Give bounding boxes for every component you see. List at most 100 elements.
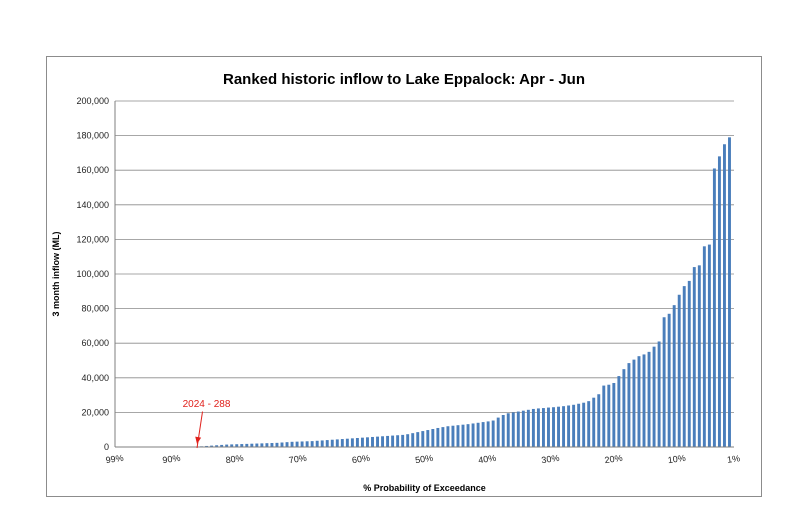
y-tick-label: 80,000 <box>81 304 109 314</box>
bar <box>335 439 339 447</box>
bar <box>702 246 706 447</box>
bar <box>325 440 329 447</box>
bar <box>547 407 550 447</box>
bar <box>461 424 465 447</box>
bar <box>667 313 671 447</box>
bar <box>376 436 379 447</box>
bar <box>592 397 596 447</box>
bar <box>210 445 214 447</box>
bar <box>677 294 681 447</box>
bar <box>481 422 485 447</box>
bar <box>607 384 611 447</box>
bar <box>471 423 475 447</box>
bar <box>491 420 495 447</box>
bar <box>717 156 721 448</box>
bar <box>366 437 369 447</box>
bar <box>280 442 284 447</box>
bar <box>662 317 666 447</box>
chart-canvas: Ranked historic inflow to Lake Eppalock:… <box>51 71 741 493</box>
chart-frame: Ranked historic inflow to Lake Eppalock:… <box>46 56 762 497</box>
bar <box>245 443 249 447</box>
bar <box>360 437 364 447</box>
bar <box>320 440 324 447</box>
bar <box>531 408 535 447</box>
bar <box>697 265 701 447</box>
bar <box>215 445 219 447</box>
bar <box>728 137 731 447</box>
y-tick-label: 200,000 <box>76 96 109 106</box>
bar <box>627 363 631 447</box>
bar <box>723 144 726 447</box>
y-tick-label: 160,000 <box>76 165 109 175</box>
bar <box>496 417 500 447</box>
bar <box>230 444 234 447</box>
bar <box>315 440 319 447</box>
bar <box>672 305 676 447</box>
x-tick-label: 99% <box>105 453 124 465</box>
y-tick-label: 180,000 <box>76 131 109 141</box>
bar <box>250 443 254 447</box>
bar <box>310 441 314 447</box>
bar <box>587 401 591 447</box>
bar <box>657 341 661 447</box>
y-tick-label: 140,000 <box>76 200 109 210</box>
bar <box>572 404 576 447</box>
x-tick-label: 70% <box>288 453 307 465</box>
bar <box>511 412 515 447</box>
bar <box>340 439 344 447</box>
bar <box>396 435 400 447</box>
bar <box>285 442 289 447</box>
bar <box>516 411 520 447</box>
annotation-arrowhead <box>195 436 202 444</box>
bar <box>466 424 470 447</box>
x-tick-label: 30% <box>541 453 560 465</box>
bar <box>205 445 209 447</box>
axes <box>114 101 734 448</box>
bar <box>426 430 430 447</box>
bar <box>265 443 269 447</box>
bar <box>431 429 435 447</box>
bar <box>270 443 274 447</box>
bar <box>305 441 309 447</box>
bar <box>562 406 566 447</box>
bar <box>416 432 420 447</box>
bar <box>597 394 601 447</box>
bar <box>401 434 405 447</box>
bar <box>355 438 359 447</box>
annotation: 2024 - 288 <box>183 399 231 449</box>
bar <box>632 359 636 447</box>
bar <box>350 438 354 447</box>
x-tick-label: 10% <box>667 453 686 465</box>
bar <box>617 376 621 447</box>
bar <box>235 444 239 447</box>
bar <box>501 415 505 447</box>
bar <box>567 405 571 447</box>
bar <box>612 382 616 447</box>
bar <box>421 431 425 447</box>
bar <box>240 444 244 447</box>
bar <box>712 168 716 447</box>
bar <box>295 441 299 447</box>
bar <box>692 267 696 447</box>
x-tick-label: 60% <box>351 453 370 465</box>
y-tick-label: 20,000 <box>81 407 109 417</box>
bar <box>290 441 294 447</box>
bar <box>386 435 390 447</box>
bar <box>330 439 334 447</box>
x-tick-label: 20% <box>604 453 623 465</box>
grid-lines <box>115 100 734 413</box>
bar <box>541 408 545 447</box>
chart-title: Ranked historic inflow to Lake Eppalock:… <box>223 71 585 88</box>
x-tick-label: 80% <box>225 453 244 465</box>
bar <box>642 354 646 447</box>
bar <box>476 422 480 447</box>
bar <box>275 442 279 447</box>
x-tick-labels: 99% 90% 80% 70% 60% 50% 40% 30% 20% 10% 1% <box>105 453 741 465</box>
y-tick-label: 40,000 <box>81 373 109 383</box>
bar <box>707 244 711 447</box>
bar <box>682 286 686 447</box>
y-tick-label: 60,000 <box>81 338 109 348</box>
x-axis-title: % Probability of Exceedance <box>363 483 486 493</box>
bar <box>260 443 264 447</box>
bar <box>446 426 450 447</box>
